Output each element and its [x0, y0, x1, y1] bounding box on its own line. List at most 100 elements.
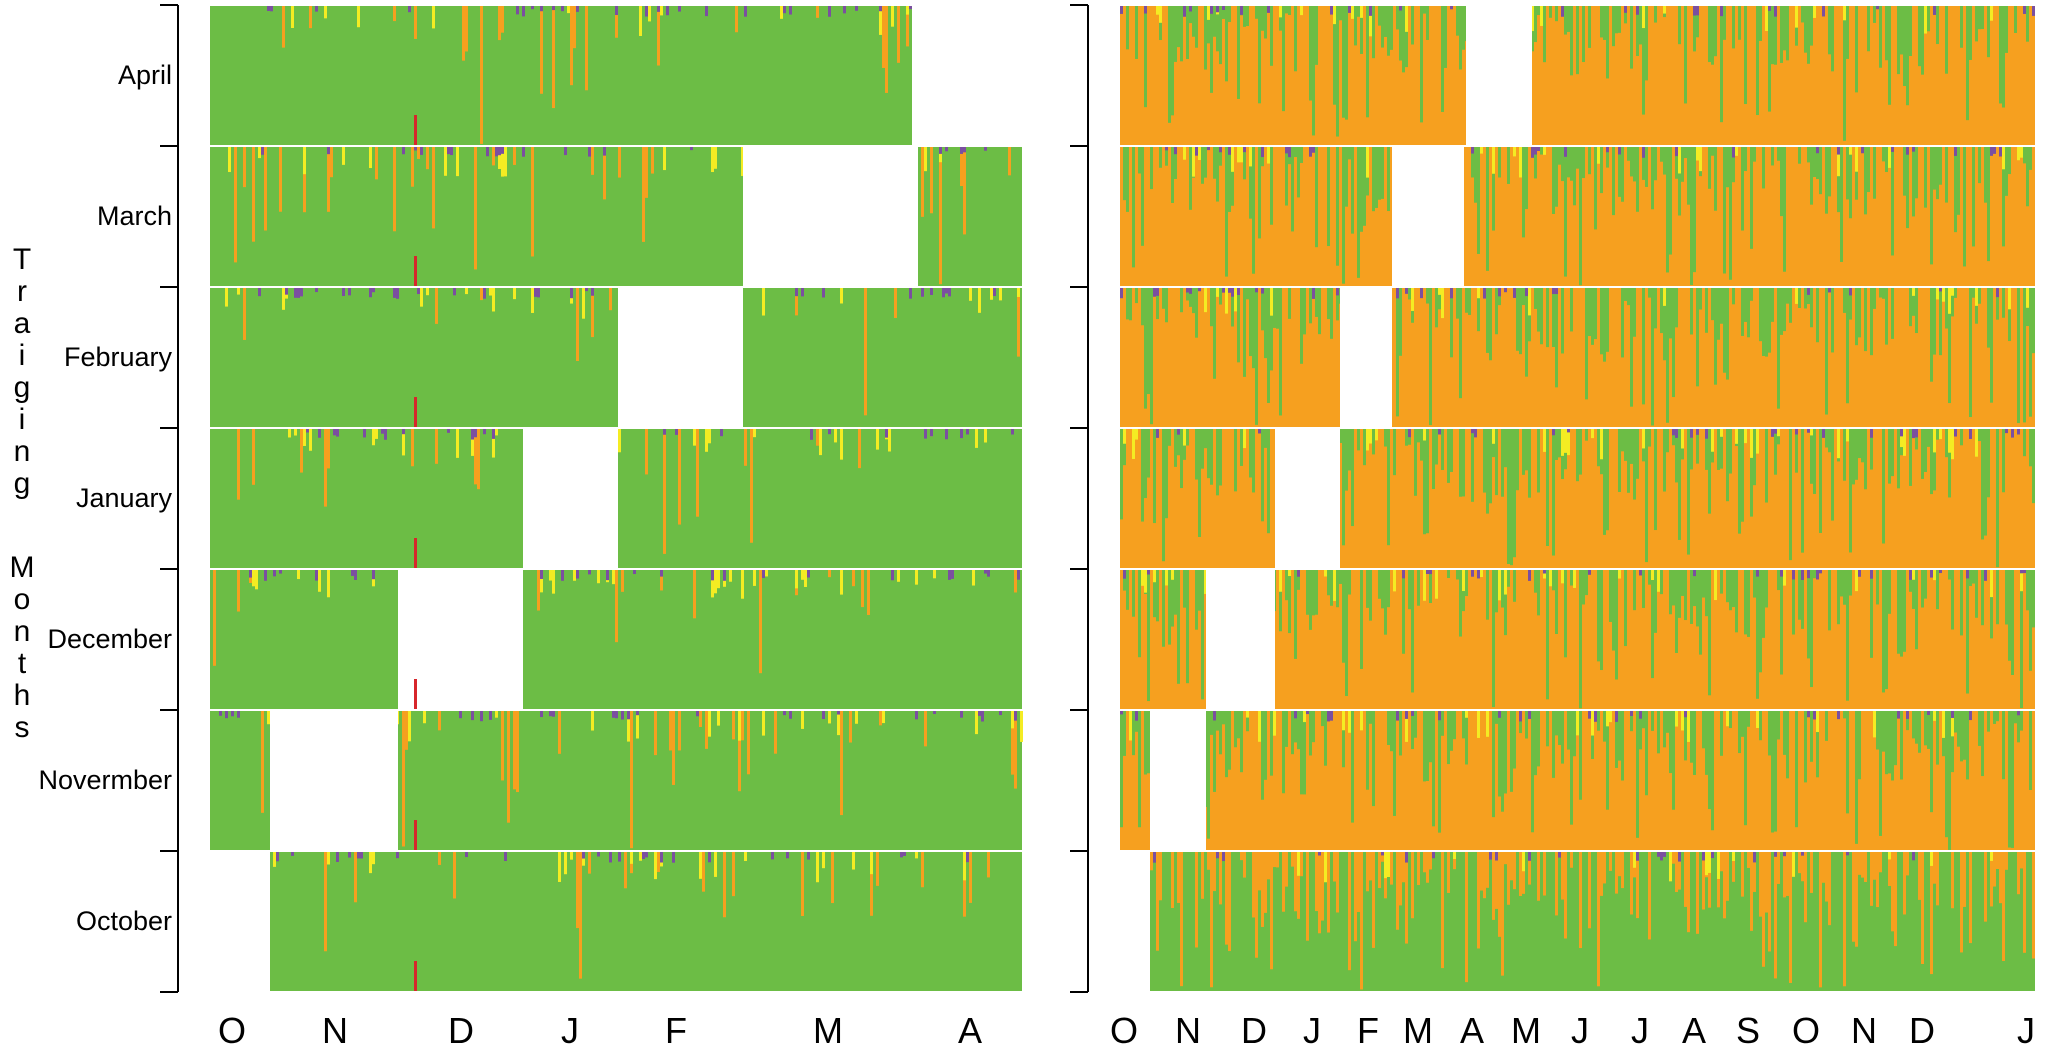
- right-heatmap-stripe: [1690, 147, 1693, 286]
- row-label: Novermber: [38, 764, 172, 795]
- right-heatmap-stripe: [1639, 711, 1642, 750]
- left-heatmap-stripe: [801, 711, 804, 729]
- left-heatmap-stripe: [969, 852, 972, 903]
- right-heatmap-stripe: [1540, 6, 1543, 26]
- right-heatmap-stripe: [1918, 852, 1921, 900]
- left-heatmap-stripe: [1014, 570, 1017, 593]
- left-heatmap-stripe: [906, 6, 909, 15]
- right-heatmap-stripe: [1855, 6, 1858, 93]
- left-heatmap-stripe: [690, 147, 693, 151]
- left-heatmap-stripe: [471, 711, 474, 721]
- left-heatmap-stripe: [738, 711, 741, 792]
- right-heatmap-stripe: [1912, 288, 1915, 316]
- right-heatmap-stripe: [1519, 147, 1522, 178]
- left-heatmap-stripe: [672, 711, 675, 785]
- right-heatmap-stripe: [1120, 429, 1123, 520]
- right-heatmap-stripe: [1690, 288, 1693, 335]
- right-heatmap-stripe: [1720, 570, 1723, 594]
- right-heatmap-stripe: [1252, 147, 1255, 274]
- right-heatmap-stripe: [1729, 570, 1732, 611]
- right-heatmap-stripe: [1654, 6, 1657, 23]
- right-heatmap-stripe: [1237, 711, 1240, 739]
- right-heatmap-stripe: [1588, 570, 1591, 575]
- right-heatmap-stripe: [1906, 6, 1909, 106]
- right-heatmap-stripe: [1651, 288, 1654, 426]
- right-heatmap-stripe: [1870, 852, 1873, 906]
- right-heatmap-stripe: [2005, 570, 2008, 625]
- right-heatmap-stripe: [1141, 570, 1144, 586]
- right-heatmap-stripe: [1294, 711, 1297, 743]
- right-heatmap-stripe: [2017, 711, 2020, 743]
- right-heatmap-stripe: [1768, 852, 1771, 952]
- right-heatmap-stripe: [1732, 288, 1735, 305]
- right-heatmap-stripe: [1381, 852, 1384, 862]
- right-heatmap-stripe: [1369, 852, 1372, 881]
- right-heatmap-stripe: [1759, 6, 1762, 41]
- right-heatmap-stripe: [1825, 711, 1828, 741]
- right-heatmap-stripe: [1675, 147, 1678, 179]
- right-heatmap-stripe: [1855, 288, 1858, 346]
- left-heatmap-stripe: [1020, 711, 1023, 742]
- left-heatmap-stripe: [315, 6, 318, 12]
- right-heatmap-stripe: [1495, 429, 1498, 496]
- right-heatmap-stripe: [1189, 147, 1192, 210]
- right-heatmap-stripe: [1993, 852, 1996, 887]
- right-heatmap-stripe: [1417, 570, 1420, 606]
- right-heatmap-stripe: [1561, 711, 1564, 764]
- right-heatmap-stripe: [1543, 6, 1546, 63]
- right-heatmap-stripe: [1429, 570, 1432, 604]
- left-heatmap-stripe: [327, 147, 330, 212]
- right-heatmap-stripe: [1708, 147, 1711, 189]
- right-heatmap-stripe: [1537, 711, 1540, 767]
- right-heatmap-stripe: [1846, 147, 1849, 200]
- right-heatmap-stripe: [1144, 570, 1147, 593]
- right-heatmap-stripe: [2008, 570, 2011, 661]
- right-heatmap-stripe: [1372, 711, 1375, 807]
- y-axis-title-letter: i: [18, 339, 26, 372]
- right-heatmap-stripe: [1813, 147, 1816, 178]
- right-heatmap-stripe: [1288, 6, 1291, 15]
- right-heatmap-stripe: [1183, 147, 1186, 160]
- right-heatmap-stripe: [1909, 570, 1912, 592]
- right-heatmap-stripe: [1789, 429, 1792, 561]
- right-heatmap-stripe: [1267, 6, 1270, 13]
- right-heatmap-stripe: [1240, 6, 1243, 15]
- left-heatmap-stripe: [414, 538, 417, 568]
- right-heatmap-stripe: [1279, 570, 1282, 592]
- right-x-tick-label: O: [1109, 1010, 1138, 1051]
- right-heatmap-stripe: [1663, 6, 1666, 14]
- right-heatmap-stripe: [1693, 570, 1696, 607]
- right-heatmap-stripe: [1720, 429, 1723, 469]
- left-x-tick-label: A: [957, 1010, 982, 1051]
- right-heatmap-stripe: [1591, 288, 1594, 345]
- right-heatmap-stripe: [1720, 6, 1723, 123]
- left-heatmap-stripe: [330, 147, 333, 178]
- left-heatmap-stripe: [657, 6, 660, 66]
- right-heatmap-stripe: [1603, 6, 1606, 40]
- left-heatmap-stripe: [816, 852, 819, 883]
- right-heatmap-stripe: [1816, 147, 1819, 154]
- right-heatmap-stripe: [1954, 711, 1957, 733]
- right-heatmap-stripe: [1357, 6, 1360, 17]
- right-heatmap-stripe: [1912, 711, 1915, 739]
- right-heatmap-stripe: [1744, 288, 1747, 322]
- right-heatmap-stripe: [1663, 429, 1666, 492]
- right-heatmap-stripe: [1798, 570, 1801, 620]
- right-heatmap-stripe: [1282, 852, 1285, 912]
- right-heatmap-stripe: [1777, 852, 1780, 884]
- right-heatmap-stripe: [1783, 711, 1786, 755]
- right-heatmap-stripe: [1189, 288, 1192, 294]
- right-heatmap-stripe: [1672, 852, 1675, 864]
- left-heatmap-stripe: [933, 711, 936, 715]
- right-heatmap-stripe: [1942, 711, 1945, 738]
- right-heatmap-stripe: [1390, 852, 1393, 885]
- right-heatmap-stripe: [1525, 429, 1528, 471]
- left-heatmap-stripe: [645, 429, 648, 475]
- right-heatmap-stripe: [1765, 570, 1768, 608]
- left-heatmap-stripe: [513, 147, 516, 165]
- right-heatmap-stripe: [1951, 711, 1954, 737]
- right-heatmap-stripe: [1165, 570, 1168, 586]
- right-heatmap-stripe: [1579, 711, 1582, 800]
- left-heatmap-stripe: [780, 6, 783, 19]
- right-heatmap-stripe: [1681, 429, 1684, 449]
